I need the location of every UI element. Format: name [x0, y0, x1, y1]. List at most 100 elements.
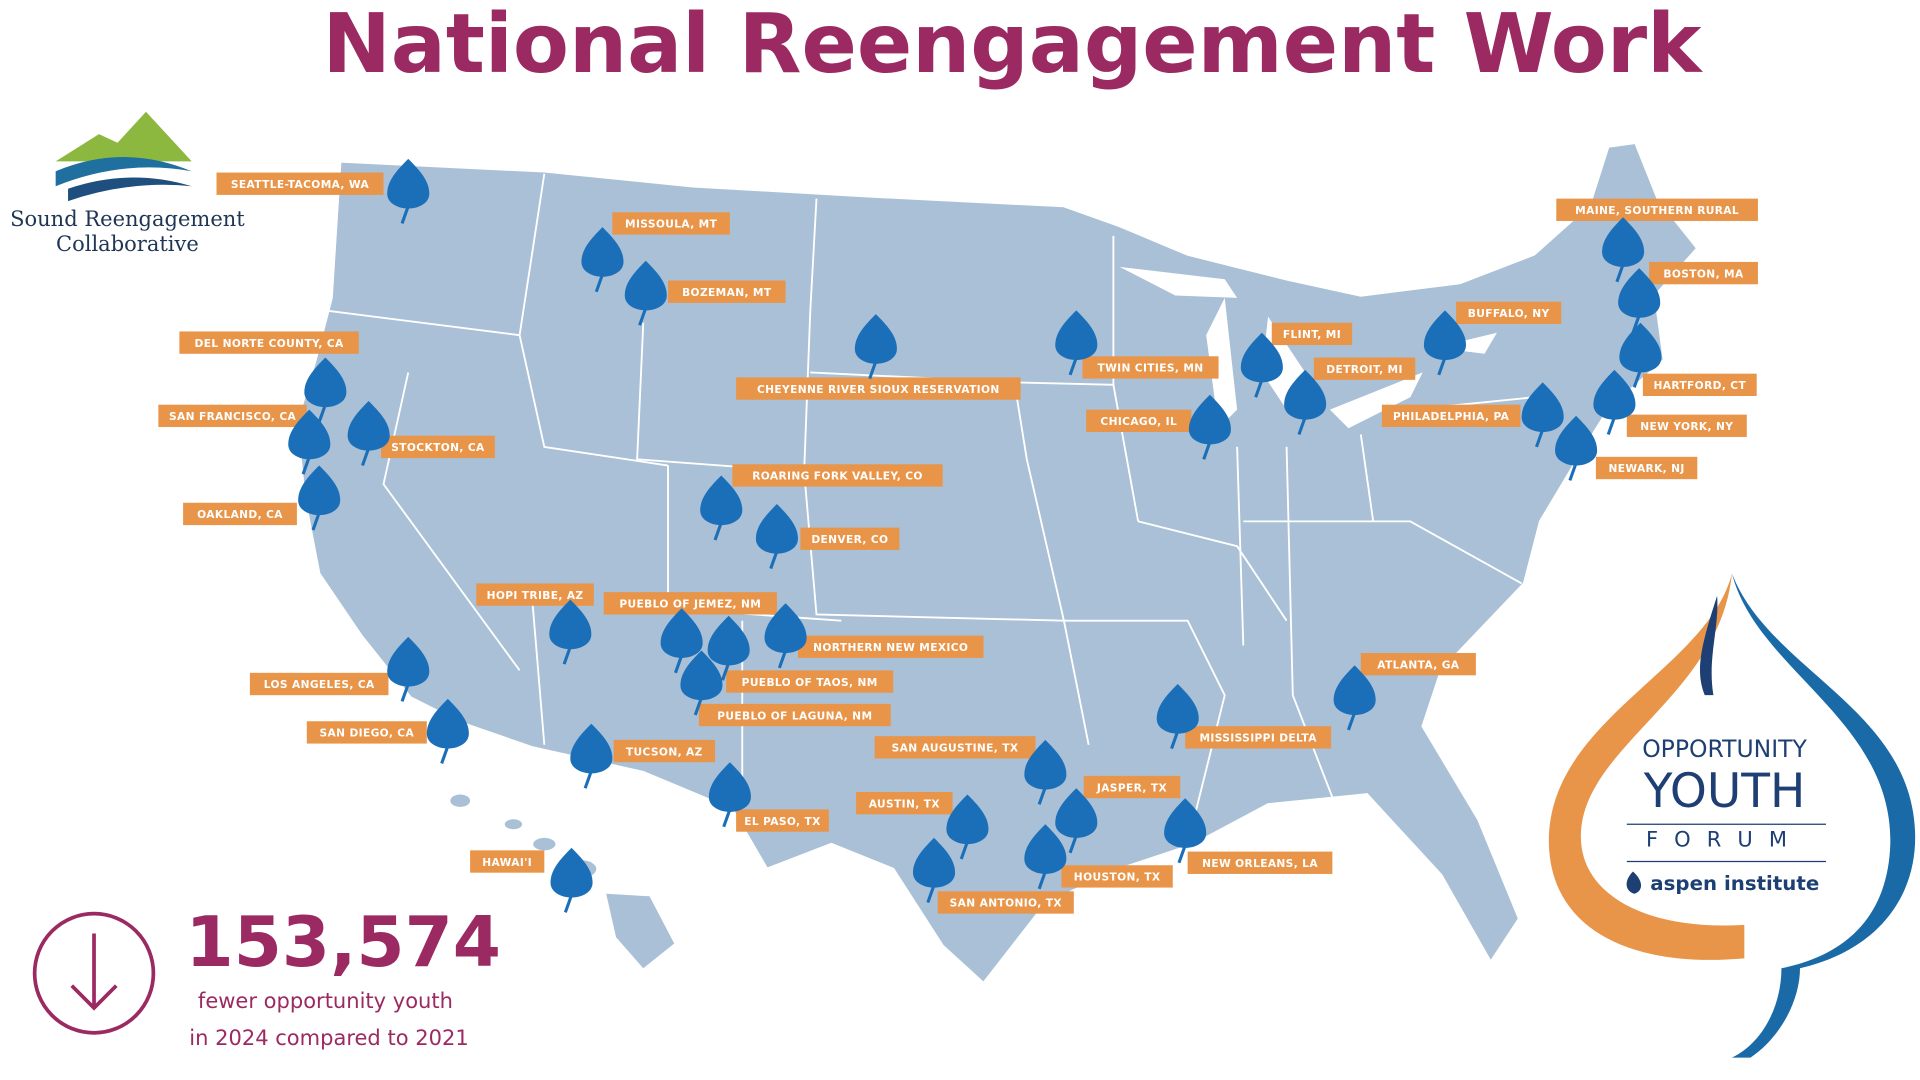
location-pin	[912, 837, 956, 904]
label-text: SAN FRANCISCO, CA	[169, 410, 296, 423]
pin-stem	[868, 360, 878, 380]
location-label: DENVER, CO	[800, 527, 900, 550]
location-pin	[1602, 217, 1645, 283]
pin-stem	[1254, 379, 1264, 398]
label-box	[874, 736, 1036, 759]
pin-leaf	[426, 698, 469, 749]
location-pin	[700, 475, 743, 541]
pin-leaf	[550, 847, 593, 898]
pin-leaf	[1240, 332, 1283, 383]
pin-stem	[1202, 441, 1212, 460]
label-text: NEWARK, NJ	[1608, 462, 1684, 475]
pin-stem	[361, 447, 371, 467]
location-label: HOPI TRIBE, AZ	[476, 583, 594, 606]
location-pin	[764, 603, 807, 669]
label-text: TUCSON, AZ	[626, 745, 703, 758]
location-label: PUEBLO OF TAOS, NM	[726, 670, 894, 693]
label-text: EL PASO, TX	[744, 815, 820, 828]
location-pin	[1240, 332, 1283, 398]
pin-leaf	[387, 636, 430, 687]
label-text: STOCKTON, CA	[391, 441, 485, 454]
arrow-circle	[32, 911, 156, 1035]
logo-text: Sound Reengagement	[10, 206, 245, 231]
pin-stem	[1535, 428, 1545, 448]
location-pin	[1555, 415, 1598, 481]
location-pin	[946, 794, 989, 860]
location-label: SAN FRANCISCO, CA	[158, 404, 307, 428]
pin-stem	[1170, 730, 1180, 750]
pin-leaf	[854, 314, 897, 364]
pin-leaf	[1593, 369, 1636, 420]
location-pin	[288, 409, 331, 475]
location-pin	[298, 465, 341, 531]
pin-stem	[1568, 462, 1578, 481]
pin-leaf	[570, 723, 613, 774]
location-pin	[347, 400, 390, 467]
oyf-text: FORUM	[1646, 827, 1803, 852]
label-text: OAKLAND, CA	[197, 508, 283, 521]
location-label: HARTFORD, CT	[1642, 373, 1757, 396]
location-pin	[1521, 382, 1564, 448]
label-text: SAN ANTONIO, TX	[950, 897, 1062, 910]
location-label: BOSTON, MA	[1649, 261, 1758, 285]
label-text: SAN DIEGO, CA	[320, 727, 415, 740]
location-pin	[581, 227, 624, 293]
label-box	[856, 792, 953, 815]
pin-leaf	[1156, 684, 1199, 734]
pin-stem	[1615, 263, 1625, 283]
pin-stem	[926, 884, 936, 904]
pin-stem	[317, 404, 327, 423]
label-box	[1061, 865, 1173, 888]
pin-leaf	[1055, 310, 1098, 360]
label-box	[726, 670, 894, 693]
pin-stem	[638, 307, 648, 326]
pin-leaf	[1618, 268, 1661, 318]
location-label: EL PASO, TX	[736, 809, 829, 832]
pin-leaf	[1619, 322, 1662, 373]
pin-leaf	[1602, 217, 1645, 267]
location-label: STOCKTON, CA	[381, 435, 495, 459]
location-label: LOS ANGELES, CA	[249, 672, 389, 696]
label-text: HOPI TRIBE, AZ	[487, 589, 584, 602]
locations: SEATTLE-TACOMA, WA MISSOULA, MT BOZEMAN, M…	[158, 158, 1758, 914]
location-pin	[1055, 788, 1098, 854]
label-box	[183, 502, 297, 526]
label-box	[1649, 261, 1758, 285]
label-box	[1083, 775, 1181, 799]
pin-stem	[721, 662, 731, 681]
location-label: SAN ANTONIO, TX	[937, 891, 1074, 914]
label-text: LOS ANGELES, CA	[264, 678, 375, 691]
label-text: NEW ORLEANS, LA	[1202, 857, 1318, 870]
label-text: AUSTIN, TX	[869, 797, 940, 810]
src-logo: Sound Reengagement Collaborative	[10, 111, 245, 256]
pin-leaf	[387, 158, 430, 209]
location-pin	[1423, 310, 1466, 376]
logo-text: Collaborative	[56, 231, 199, 256]
label-box	[1082, 356, 1219, 379]
label-box	[736, 377, 1021, 400]
pin-stem	[583, 770, 593, 789]
label-text: ROARING FORK VALLEY, CO	[752, 470, 923, 483]
label-box	[1360, 652, 1476, 676]
label-box	[1642, 373, 1757, 396]
pin-stem	[301, 456, 311, 475]
label-text: MISSISSIPPI DELTA	[1199, 732, 1317, 745]
pin-stem	[1037, 870, 1047, 890]
label-text: BOSTON, MA	[1663, 267, 1744, 280]
label-box	[1556, 198, 1758, 221]
pin-stem	[400, 205, 410, 224]
label-box	[216, 172, 384, 195]
label-box	[603, 592, 777, 615]
label-box	[158, 404, 307, 428]
us-map	[295, 141, 1699, 985]
label-box	[937, 891, 1074, 914]
pin-stem	[777, 649, 788, 669]
location-pin	[660, 608, 703, 674]
label-box	[1187, 851, 1333, 874]
pin-leaf	[1423, 310, 1466, 360]
pin-leaf	[1188, 394, 1231, 445]
label-box	[1271, 322, 1353, 346]
stat-text: fewer opportunity youth	[198, 988, 453, 1013]
label-text: DENVER, CO	[811, 533, 888, 546]
pin-leaf	[707, 615, 750, 666]
